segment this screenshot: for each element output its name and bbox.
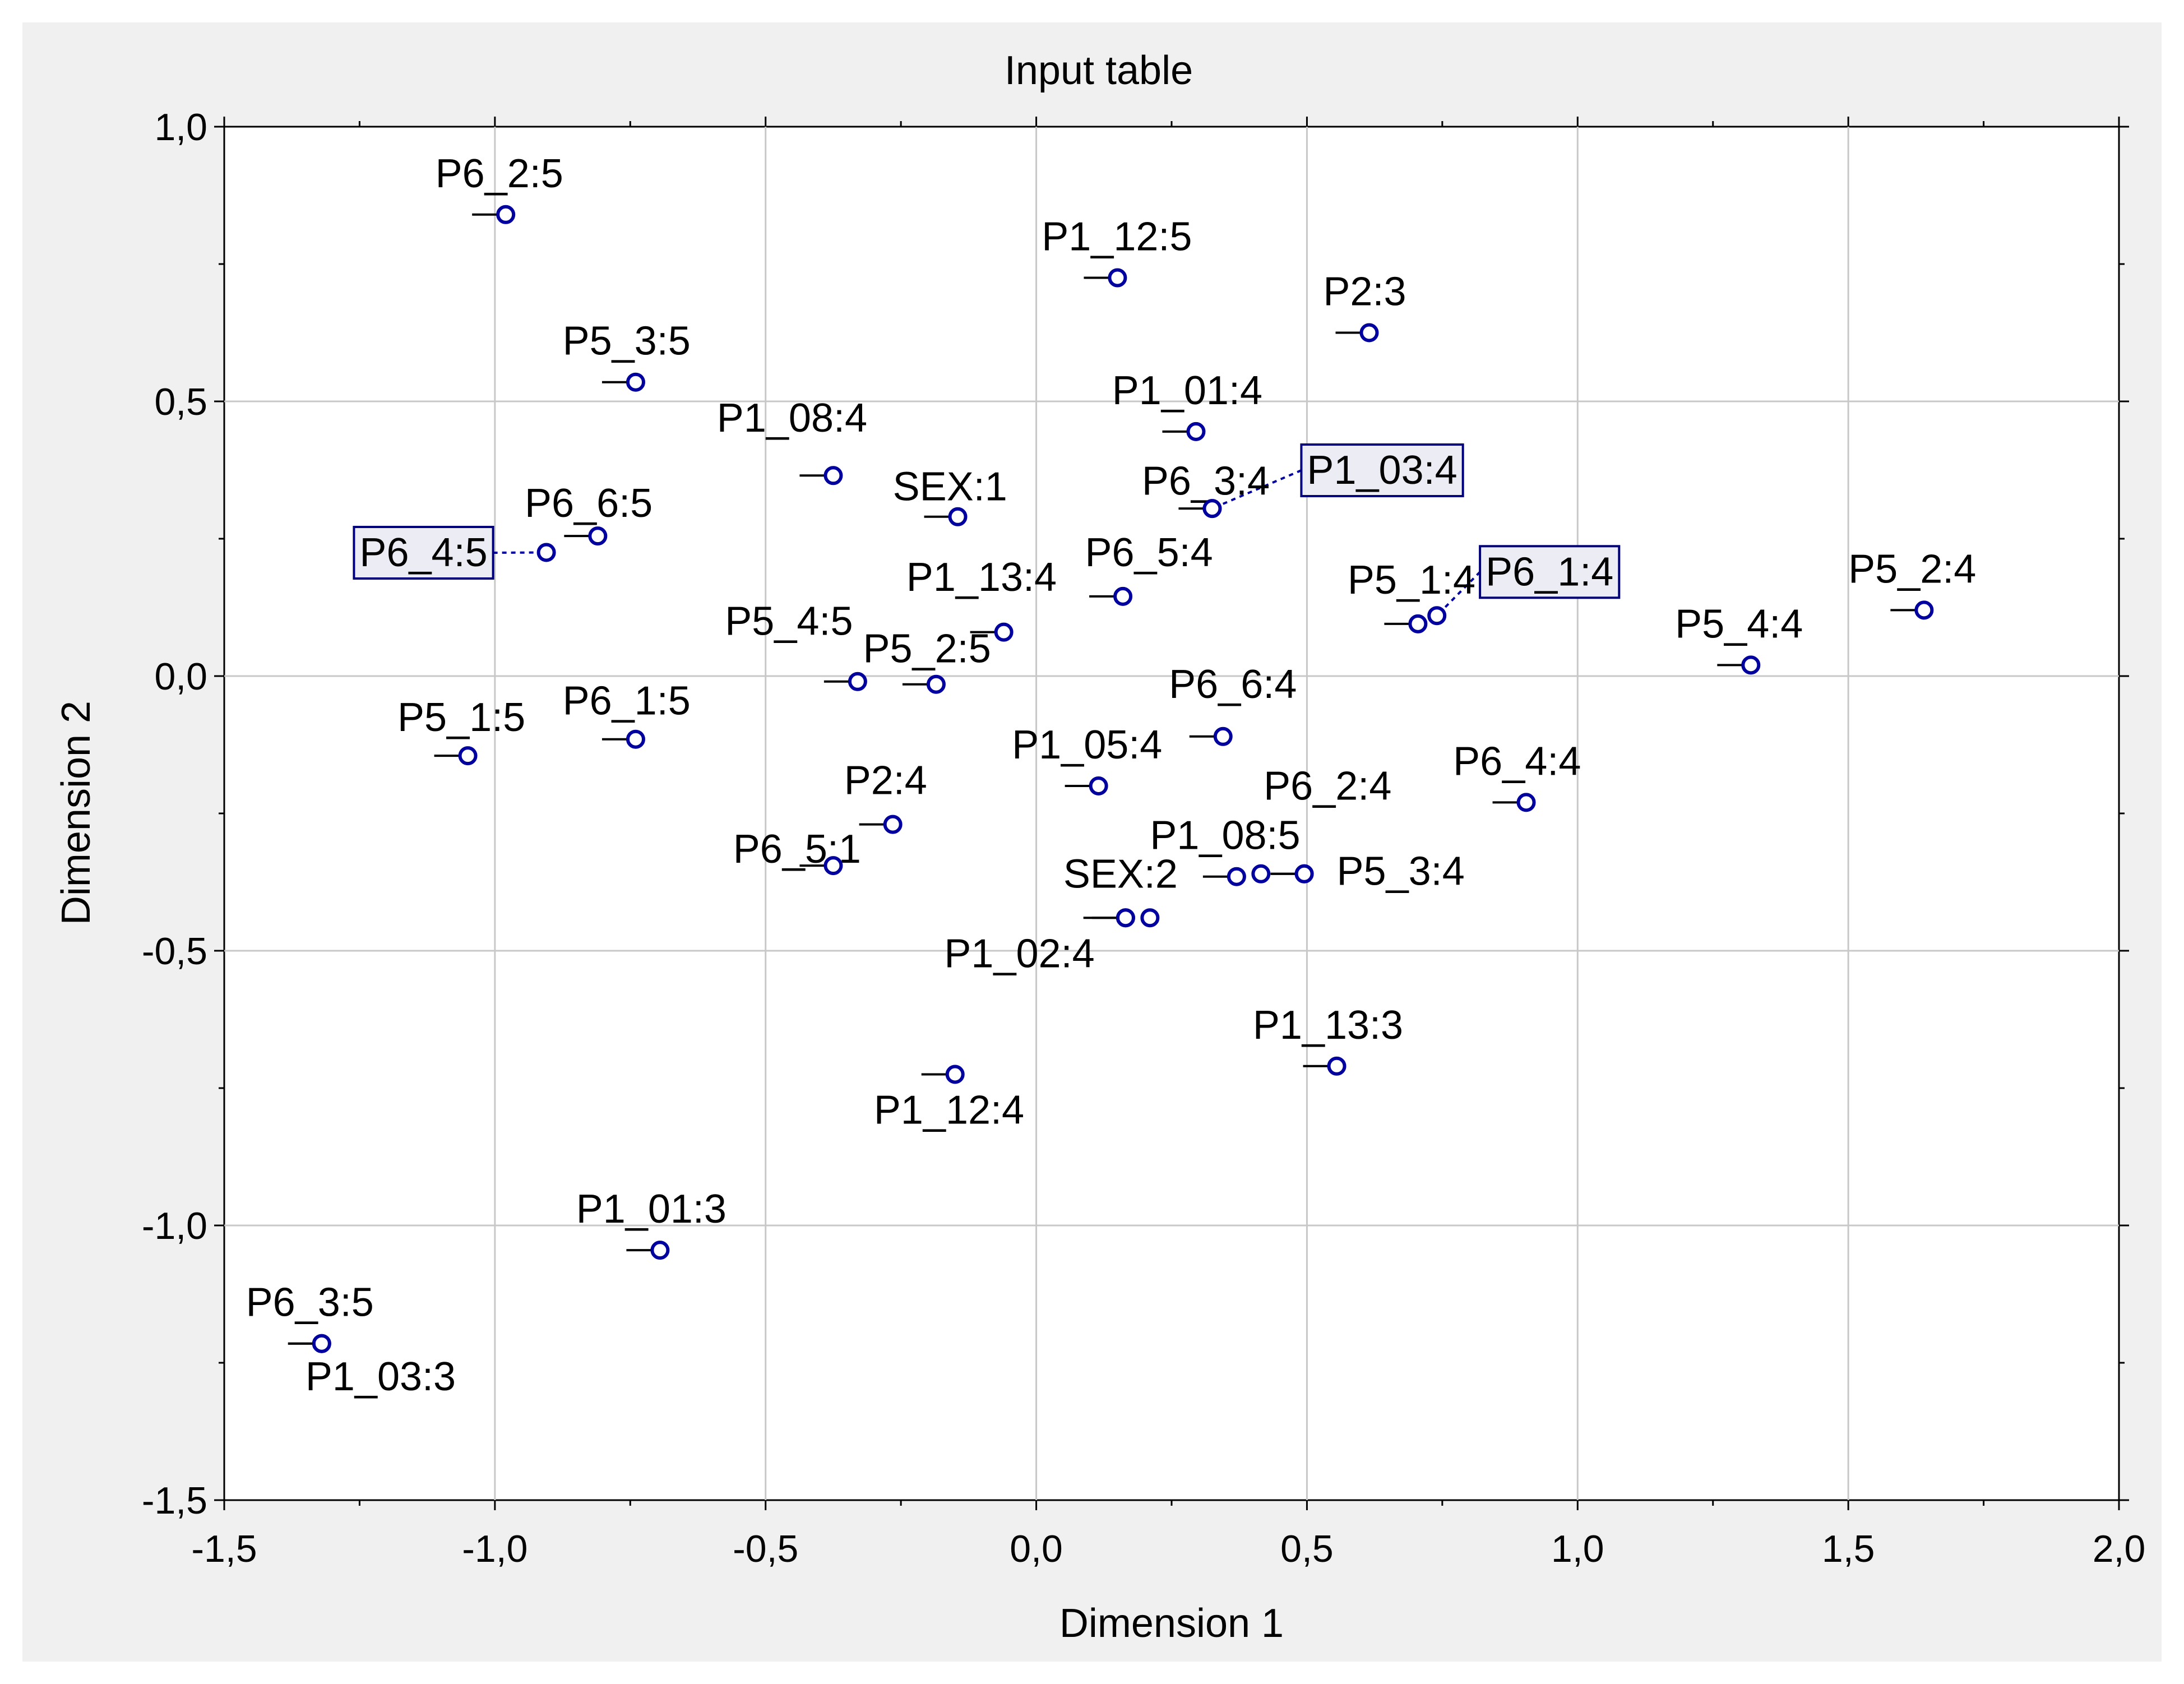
point-label: P1_05:4 — [1012, 723, 1162, 767]
data-point — [883, 815, 903, 834]
point-label: P2:3 — [1323, 270, 1406, 314]
data-point — [1108, 268, 1127, 288]
point-label: P5_4:4 — [1675, 602, 1803, 646]
point-label: P6_6:5 — [525, 481, 653, 526]
gridlines — [224, 127, 2119, 1500]
data-point — [1186, 422, 1206, 441]
point-label: P1_13:4 — [906, 555, 1057, 600]
point-label: P1_03:3 — [306, 1354, 456, 1399]
point-label: P6_2:4 — [1264, 764, 1391, 809]
point-label: P6_2:5 — [436, 151, 563, 196]
data-point — [1427, 606, 1447, 626]
data-point — [1516, 793, 1536, 812]
y-tick-label: -1,5 — [142, 1479, 207, 1522]
x-tick-label: 0,5 — [1280, 1528, 1334, 1570]
point-label: P6_3:4 — [1142, 459, 1270, 504]
data-point — [1327, 1056, 1347, 1076]
point-label: P6_4:5 — [359, 530, 487, 575]
data-point — [823, 466, 843, 485]
data-point — [1202, 499, 1222, 519]
point-label: P5_1:4 — [1348, 558, 1475, 603]
y-tick-label: 1,0 — [154, 106, 207, 149]
point-label: P1_12:4 — [874, 1088, 1024, 1133]
x-tick-label: 0,0 — [1010, 1528, 1063, 1570]
label-leaders — [288, 213, 1917, 1345]
chart-frame: -1,5 -1,0 -0,5 0,0 0,5 1,0 1,5 2,0 -1,5 -1,0 -0,5 0… — [22, 22, 2162, 1662]
point-label: P6_1:4 — [1486, 549, 1613, 594]
data-point — [626, 729, 645, 749]
point-label: P5_2:4 — [1848, 547, 1976, 591]
point-label: SEX:1 — [893, 464, 1007, 509]
data-point — [536, 543, 556, 562]
x-tick-label: -1,0 — [462, 1528, 528, 1570]
data-point — [1914, 600, 1934, 620]
point-label: P6_1:5 — [563, 679, 691, 724]
data-point — [848, 672, 867, 691]
point-label: P1_03:4 — [1307, 448, 1457, 493]
data-point — [1741, 655, 1761, 675]
label-box — [353, 526, 494, 580]
label-box — [1300, 443, 1464, 497]
data-point — [994, 622, 1014, 642]
data-point — [1359, 323, 1379, 343]
data-point — [496, 205, 516, 224]
point-label: P2:4 — [844, 758, 927, 803]
x-axis-label: Dimension 1 — [1059, 1601, 1284, 1646]
y-tick-label: -1,0 — [142, 1205, 207, 1247]
data-point — [650, 1241, 670, 1260]
data-point — [823, 856, 843, 876]
data-point — [312, 1334, 331, 1353]
y-tick-label: -0,5 — [142, 930, 207, 973]
data-point — [1408, 614, 1428, 633]
data-point — [1227, 867, 1246, 886]
data-point — [1140, 908, 1160, 928]
point-label: P5_4:5 — [725, 599, 853, 644]
point-label: P5_3:4 — [1337, 849, 1465, 894]
point-label: P5_3:5 — [563, 319, 691, 364]
data-point — [1089, 776, 1108, 795]
point-label: P5_2:5 — [863, 627, 991, 672]
point-label: P1_01:4 — [1112, 368, 1262, 413]
y-tick-label: 0,0 — [154, 655, 207, 698]
point-label: P1_13:3 — [1253, 1003, 1403, 1048]
point-label: P1_12:5 — [1042, 215, 1192, 260]
point-label: P1_08:5 — [1150, 813, 1300, 858]
data-point — [1294, 864, 1314, 883]
point-label: P1_02:4 — [944, 931, 1094, 976]
data-point — [588, 526, 608, 546]
data-point — [1113, 586, 1133, 606]
data-point — [945, 1065, 965, 1084]
point-label: P6_5:4 — [1085, 530, 1213, 575]
data-point — [1116, 908, 1135, 928]
point-label: P5_1:5 — [397, 695, 525, 740]
plot-area — [223, 126, 2120, 1501]
data-point — [1251, 864, 1271, 883]
y-tick-label: 0,5 — [154, 381, 207, 423]
chart-title: Input table — [1005, 48, 1193, 93]
data-point — [948, 507, 968, 526]
point-label: P1_01:3 — [576, 1187, 727, 1232]
point-label: P1_08:4 — [717, 396, 867, 441]
x-tick-label: 1,0 — [1551, 1528, 1604, 1570]
data-points — [312, 205, 1934, 1353]
y-axis-label: Dimension 2 — [54, 701, 99, 925]
label-connector — [1436, 571, 1481, 617]
scatter-chart: -1,5 -1,0 -0,5 0,0 0,5 1,0 1,5 2,0 -1,5 -1,0 -0,5 0… — [54, 48, 2145, 1646]
x-tick-label: 2,0 — [2093, 1528, 2146, 1570]
axis-ticks: -1,5 -1,0 -0,5 0,0 0,5 1,0 1,5 2,0 -1,5 -1,0 -0,5 0… — [142, 106, 2145, 1570]
x-tick-label: -0,5 — [733, 1528, 798, 1570]
point-labels: P6_2:5 P1_12:5 P2:3 P5_3:5 P1_01:4 P1_08:4 P1_… — [246, 151, 1977, 1399]
data-point — [1213, 727, 1233, 746]
point-label: P6_3:5 — [246, 1280, 374, 1325]
point-label: P6_4:4 — [1453, 739, 1581, 784]
data-point — [458, 746, 478, 766]
label-connector — [1211, 469, 1302, 510]
x-tick-label: -1,5 — [191, 1528, 257, 1570]
data-point — [626, 372, 645, 392]
x-tick-label: 1,5 — [1822, 1528, 1875, 1570]
point-label: SEX:2 — [1063, 852, 1178, 896]
label-box — [1479, 545, 1621, 599]
data-point — [926, 674, 946, 694]
point-label: P6_6:4 — [1169, 662, 1297, 707]
